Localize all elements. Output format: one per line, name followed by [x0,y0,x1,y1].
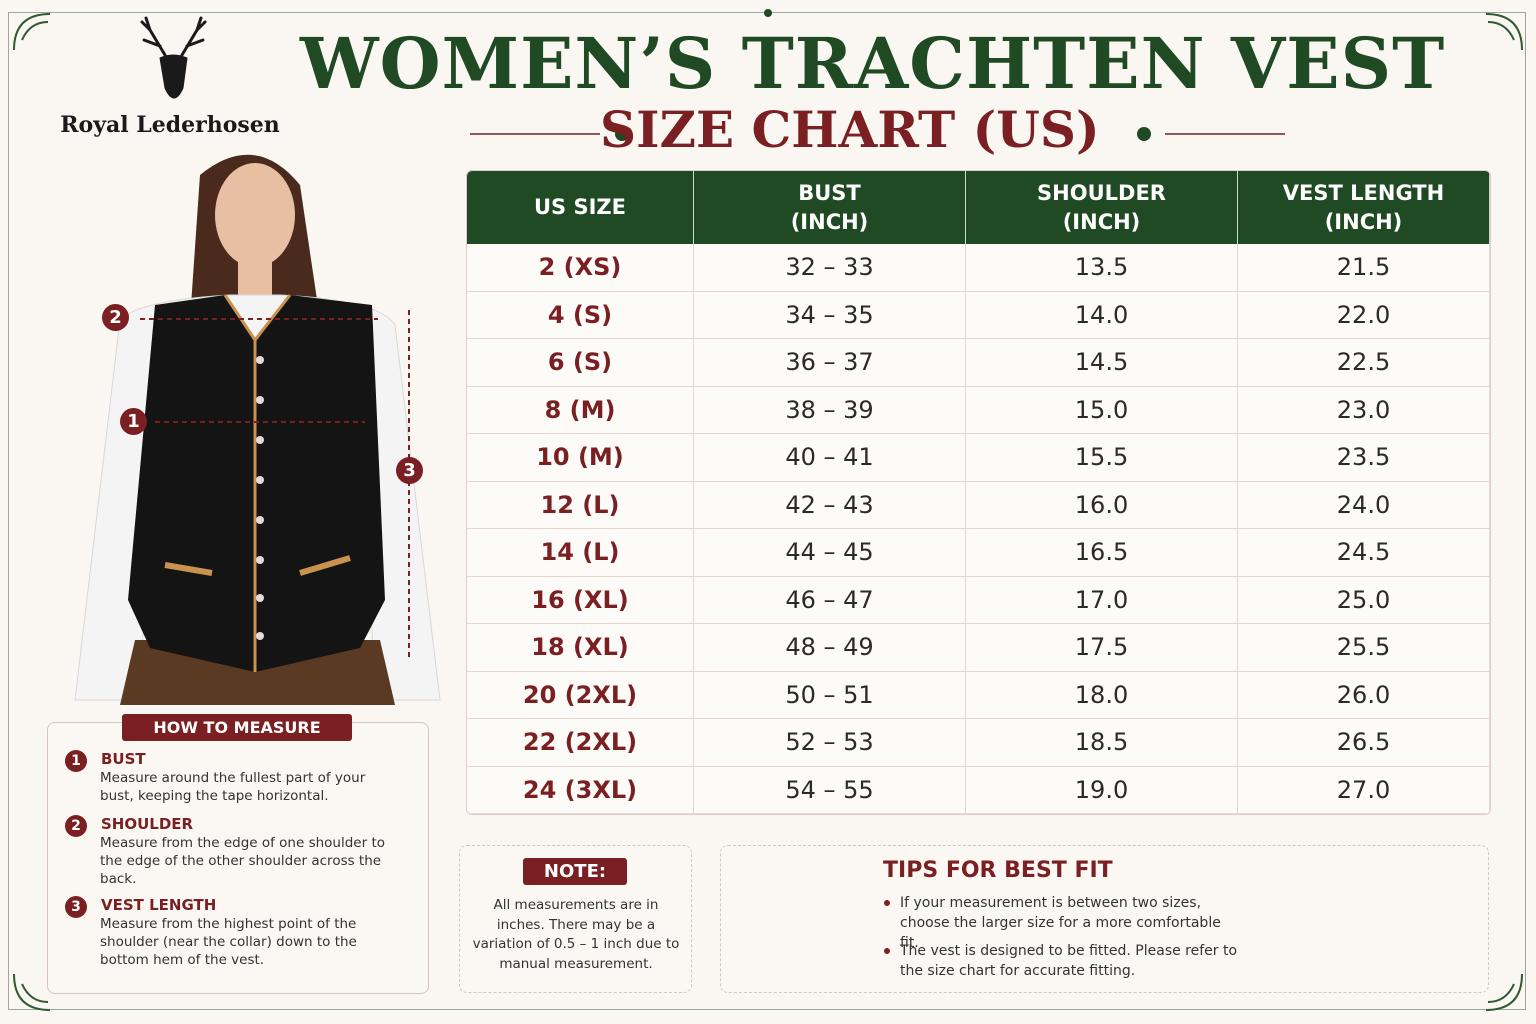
measure-cell: 26.0 [1238,671,1490,719]
size-cell: 8 (M) [467,386,694,434]
tip-text: If your measurement is between two sizes… [900,895,1221,951]
figure-marker: 1 [120,408,147,435]
column-header-line: US SIZE [534,195,626,219]
step-number: 3 [65,896,87,918]
size-cell: 16 (XL) [467,576,694,624]
measure-cell: 25.5 [1238,624,1490,672]
step-number: 2 [65,815,87,837]
step-text: Measure around the fullest part of your … [100,770,366,804]
size-table: US SIZE BUST (INCH) SHOULDER (INCH) VEST LENG… [466,170,1491,815]
measure-cell: 22.0 [1238,291,1490,339]
measure-cell: 48 – 49 [694,624,966,672]
measure-cell: 23.0 [1238,386,1490,434]
size-cell: 22 (2XL) [467,719,694,767]
measure-cell: 17.0 [966,576,1238,624]
size-cell: 14 (L) [467,529,694,577]
measure-cell: 27.0 [1238,766,1490,814]
measure-cell: 16.5 [966,529,1238,577]
column-header-line: (INCH) [790,209,869,234]
column-header-line: (INCH) [1062,209,1141,234]
step-label: SHOULDER [101,815,194,833]
measure-cell: 23.5 [1238,434,1490,482]
size-cell: 12 (L) [467,481,694,529]
measure-cell: 40 – 41 [694,434,966,482]
measure-cell: 44 – 45 [694,529,966,577]
measure-cell: 52 – 53 [694,719,966,767]
measure-cell: 25.0 [1238,576,1490,624]
tips-box [720,845,1489,993]
column-header-line: VEST LENGTH [1282,180,1445,205]
bullet [884,900,890,906]
tip-text: The vest is designed to be fitted. Pleas… [900,943,1238,979]
column-header: SHOULDER (INCH) [966,171,1238,244]
column-header: VEST LENGTH (INCH) [1238,171,1490,244]
measure-cell: 15.0 [966,386,1238,434]
measure-cell: 22.5 [1238,339,1490,387]
measure-cell: 16.0 [966,481,1238,529]
size-cell: 6 (S) [467,339,694,387]
size-cell: 4 (S) [467,291,694,339]
measure-cell: 24.0 [1238,481,1490,529]
measure-cell: 36 – 37 [694,339,966,387]
note-text: All measurements are in inches. There ma… [472,897,680,972]
size-cell: 20 (2XL) [467,671,694,719]
step-text: Measure from the edge of one shoulder to… [100,835,386,887]
measure-cell: 54 – 55 [694,766,966,814]
step-label: BUST [101,750,146,768]
measure-cell: 50 – 51 [694,671,966,719]
bullet [884,948,890,954]
how-to-measure-box [47,722,429,994]
measure-cell: 17.5 [966,624,1238,672]
measure-cell: 26.5 [1238,719,1490,767]
brand-name: Royal Lederhosen [60,112,280,138]
measure-cell: 18.5 [966,719,1238,767]
measure-cell: 46 – 47 [694,576,966,624]
size-cell: 10 (M) [467,434,694,482]
subtitle: SIZE CHART (US) [600,100,1100,159]
column-header-line: SHOULDER [1037,180,1166,205]
figure-marker: 3 [396,457,423,484]
column-header: BUST (INCH) [694,171,966,244]
step-number: 1 [65,750,87,772]
size-cell: 2 (XS) [467,244,694,292]
measure-cell: 24.5 [1238,529,1490,577]
measure-cell: 42 – 43 [694,481,966,529]
figure-marker: 2 [102,304,129,331]
size-cell: 24 (3XL) [467,766,694,814]
how-to-measure-title: HOW TO MEASURE [122,714,352,741]
column-header-line: BUST [798,180,861,205]
tips-title: TIPS FOR BEST FIT [883,858,1113,883]
measure-cell: 14.5 [966,339,1238,387]
measure-cell: 38 – 39 [694,386,966,434]
model-figure [74,154,441,705]
column-header: US SIZE [467,171,694,244]
measure-cell: 19.0 [966,766,1238,814]
step-text: Measure from the highest point of the sh… [100,916,357,968]
measure-cell: 14.0 [966,291,1238,339]
title: WOMEN’S TRACHTEN VEST [300,22,1446,105]
measure-cell: 32 – 33 [694,244,966,292]
measure-cell: 15.5 [966,434,1238,482]
measure-cell: 13.5 [966,244,1238,292]
note-title: NOTE: [523,858,627,885]
column-header-line: (INCH) [1324,209,1403,234]
measure-cell: 34 – 35 [694,291,966,339]
step-label: VEST LENGTH [101,896,217,914]
measure-cell: 18.0 [966,671,1238,719]
measure-cell: 21.5 [1238,244,1490,292]
size-cell: 18 (XL) [467,624,694,672]
